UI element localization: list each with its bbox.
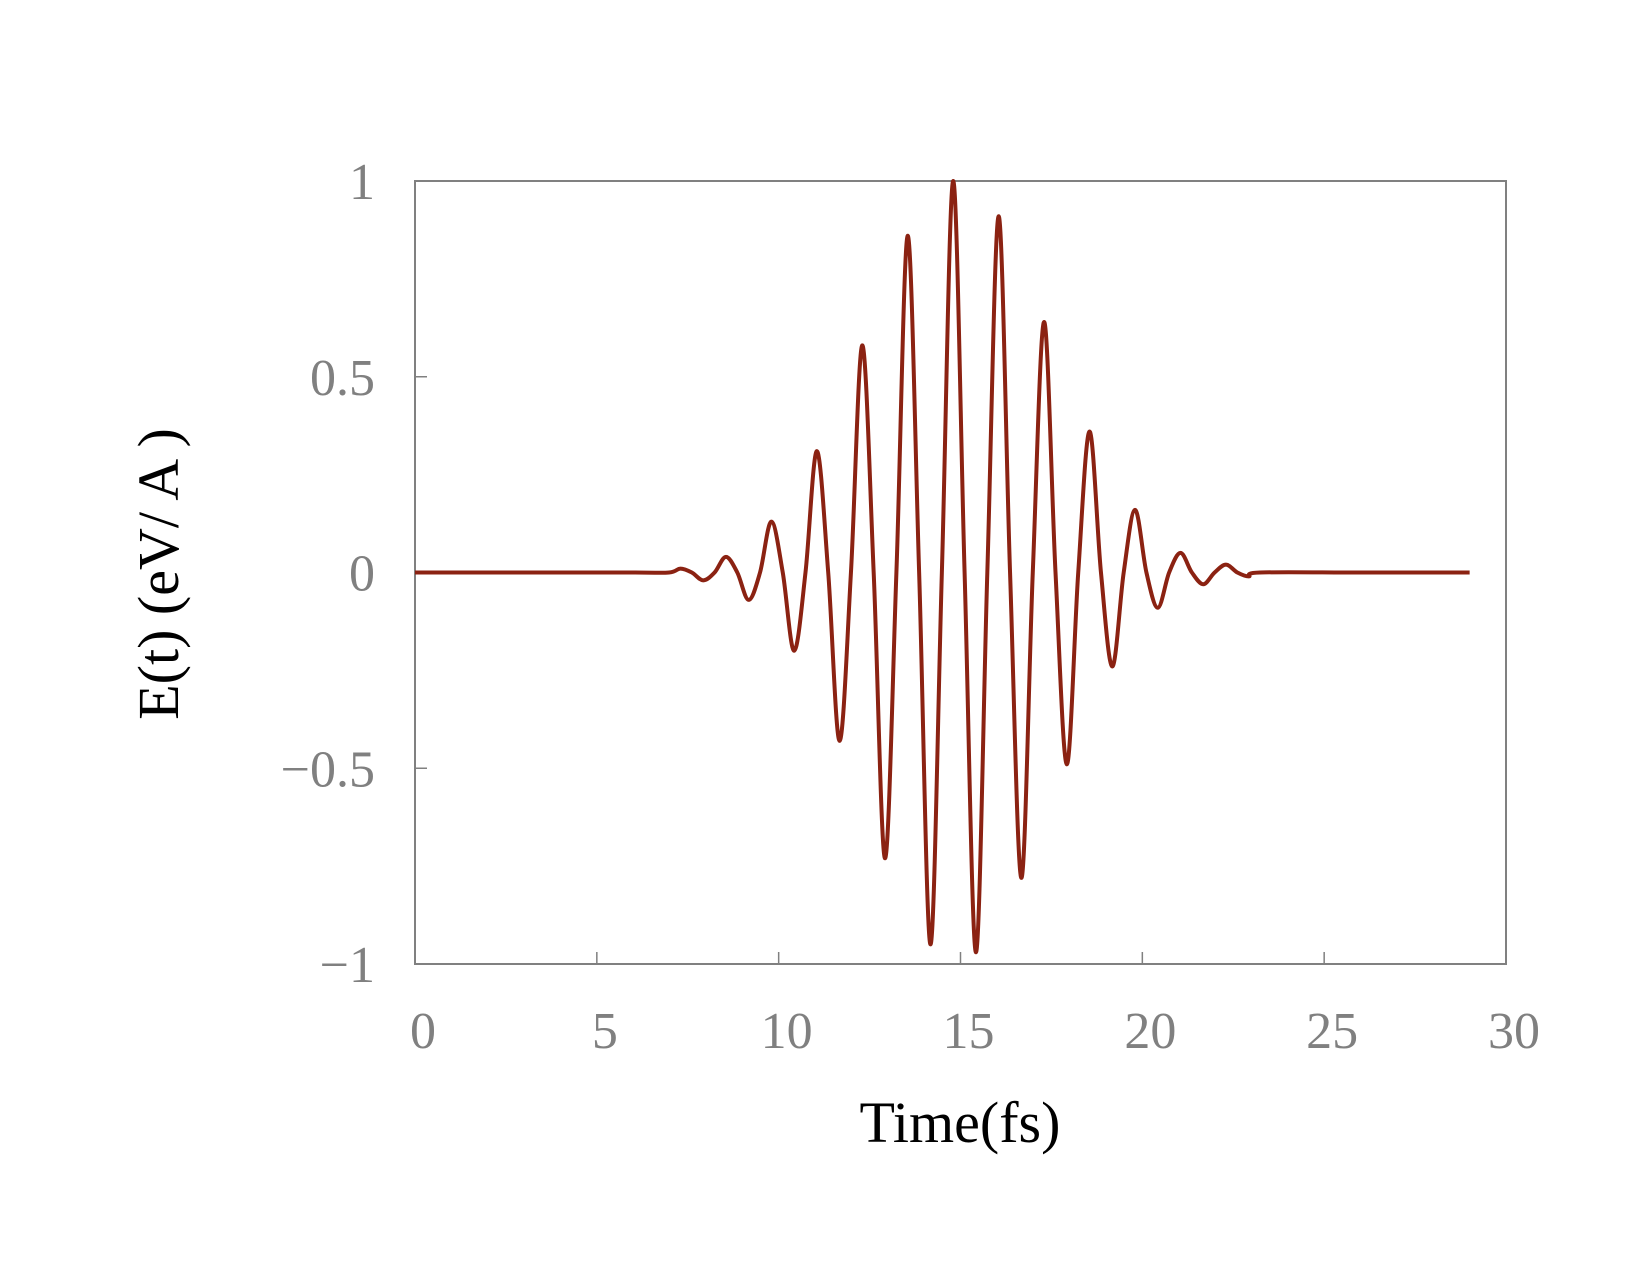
y-axis-label: E(t) (eV/ A )	[126, 428, 191, 720]
data-line	[415, 179, 1470, 955]
y-tick-label: 0.5	[310, 350, 375, 407]
y-tick-label: −1	[320, 937, 375, 994]
x-tick-label: 25	[1306, 1003, 1358, 1060]
x-tick-label: 20	[1124, 1003, 1176, 1060]
x-axis-label: Time(fs)	[860, 1090, 1061, 1155]
x-tick-label: 15	[943, 1003, 995, 1060]
x-tick-label: 30	[1488, 1003, 1540, 1060]
x-tick-label: 5	[592, 1003, 618, 1060]
x-tick-label: 0	[410, 1003, 436, 1060]
y-tick-label: 1	[349, 154, 375, 211]
y-tick-label: −0.5	[281, 741, 375, 798]
y-tick-label: 0	[349, 546, 375, 603]
x-tick-label: 10	[761, 1003, 813, 1060]
